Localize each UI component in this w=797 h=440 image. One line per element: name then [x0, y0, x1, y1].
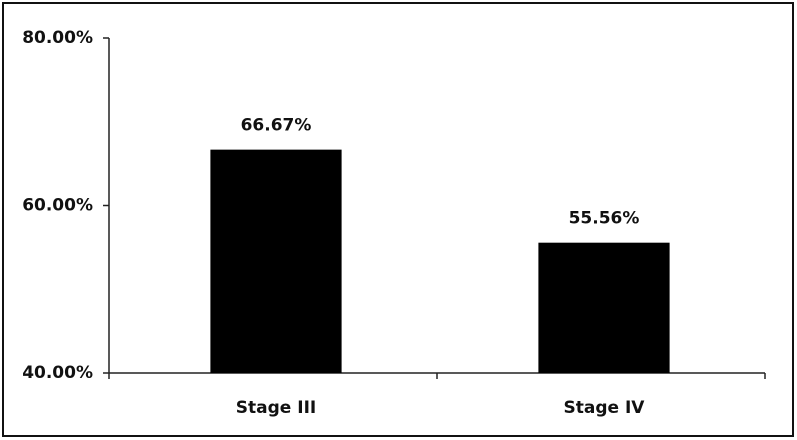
y-tick-label: 80.00% — [22, 28, 93, 48]
bar — [210, 149, 342, 373]
x-tick-label: Stage III — [236, 398, 316, 418]
bar — [538, 242, 670, 373]
y-tick-label: 60.00% — [22, 196, 93, 216]
x-tick-label: Stage IV — [564, 398, 646, 418]
value-label: 55.56% — [569, 209, 640, 229]
value-label: 66.67% — [241, 116, 312, 136]
y-tick-label: 40.00% — [22, 363, 93, 383]
